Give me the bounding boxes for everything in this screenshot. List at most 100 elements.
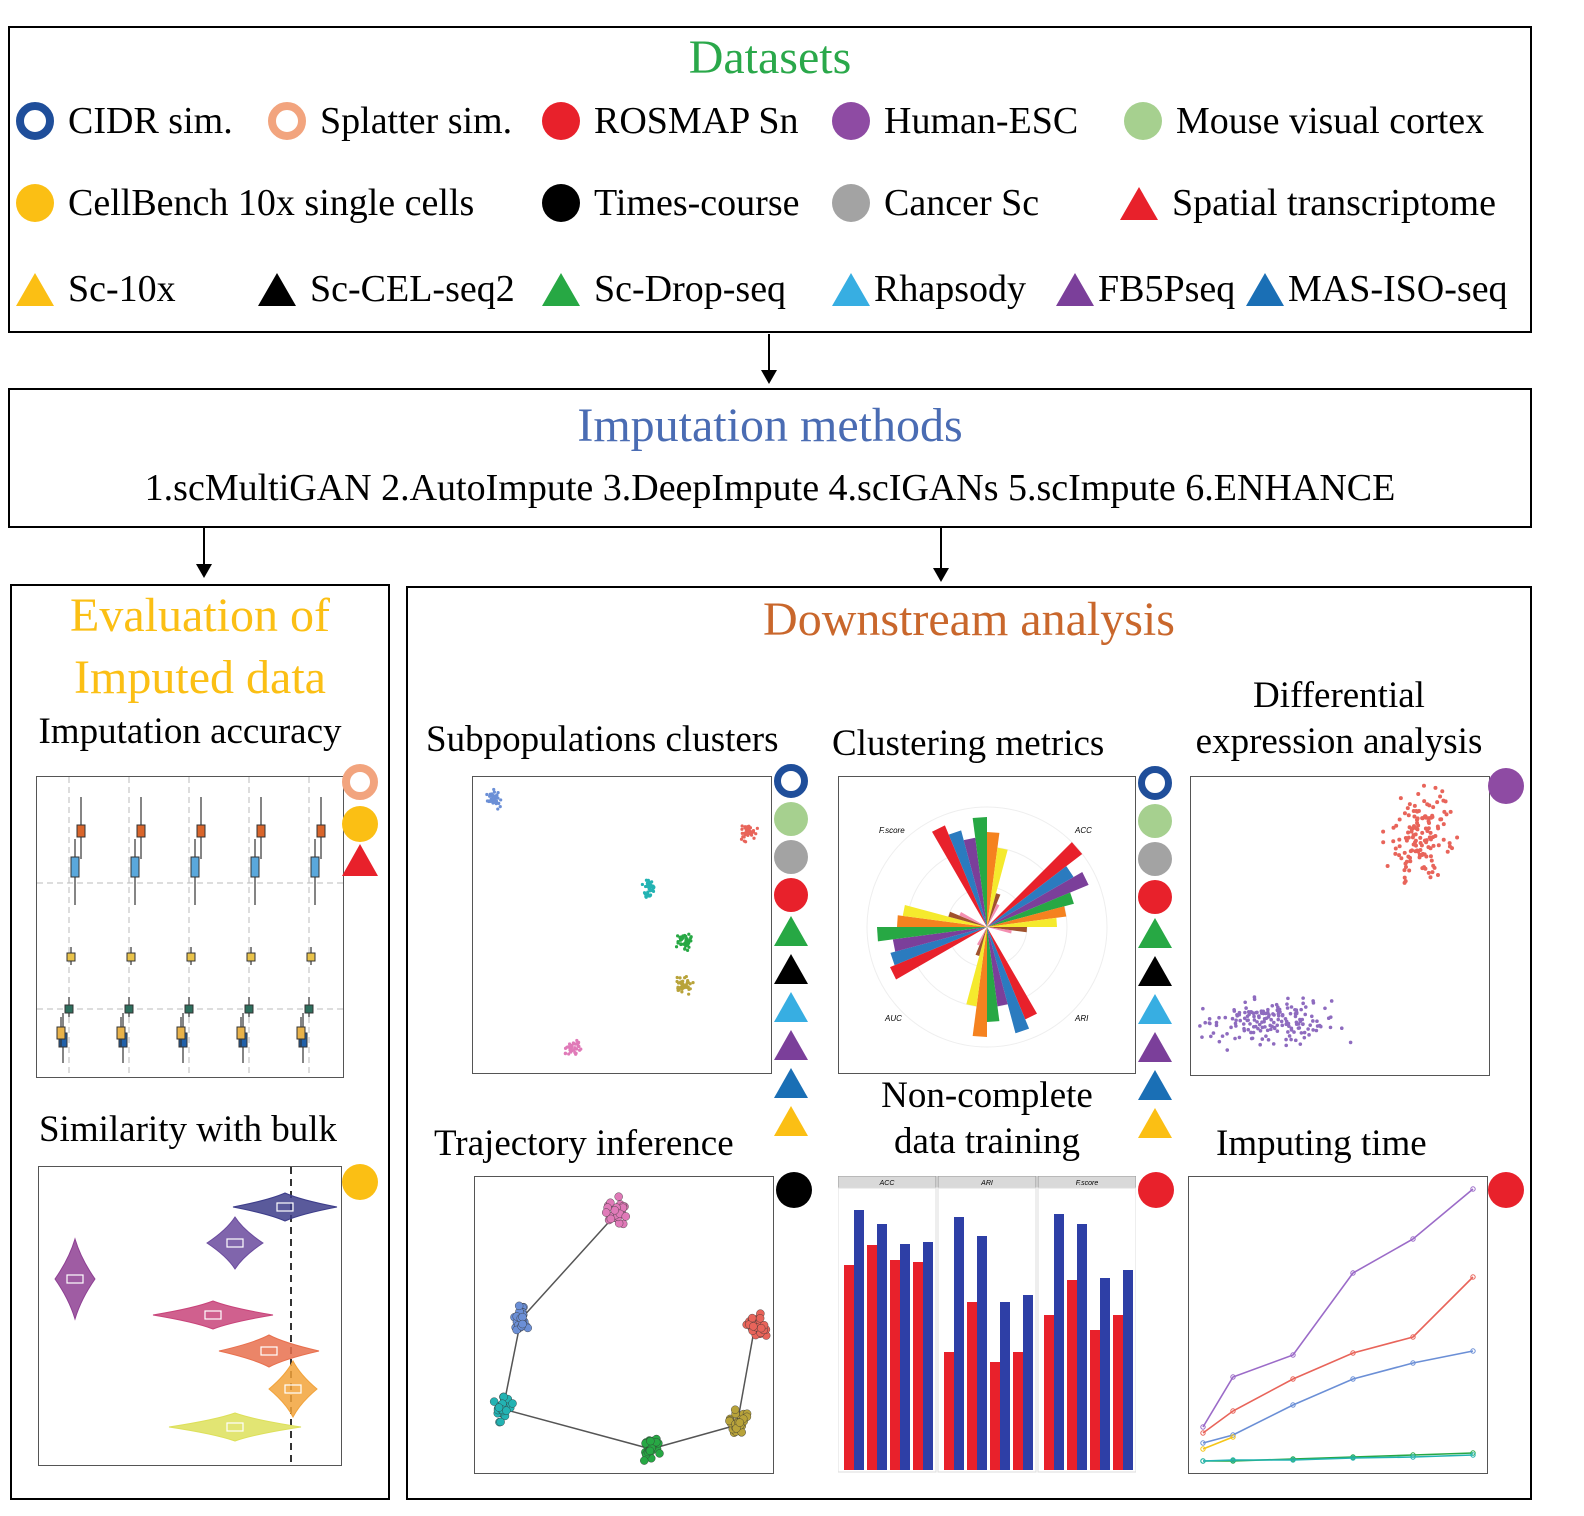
dataset-side-marker	[774, 992, 808, 1027]
de-point-up	[1406, 830, 1411, 835]
bar-blue	[1023, 1295, 1033, 1470]
de-point-down	[1260, 1037, 1265, 1041]
de-point-down	[1294, 1011, 1299, 1016]
de-point-down	[1300, 1017, 1305, 1022]
de-point-down	[1283, 1017, 1288, 1021]
cluster-point	[650, 880, 654, 884]
de-point-down	[1269, 1017, 1273, 1022]
triangle-marker-icon	[1138, 1108, 1172, 1138]
radar-bar	[987, 927, 1008, 1007]
time-series-point	[1350, 1350, 1356, 1356]
de-point-up	[1381, 840, 1386, 845]
dataset-side-marker	[774, 878, 808, 917]
cluster-point	[499, 798, 503, 802]
de-point-down	[1217, 1039, 1222, 1044]
de-point-down	[1203, 1020, 1208, 1025]
facet-title: ARI	[980, 1180, 993, 1187]
de-point-up	[1445, 849, 1450, 854]
time-series-line	[1203, 1452, 1474, 1462]
time-series-point	[1350, 1455, 1356, 1461]
dataset-legend-item: Sc-10x	[16, 264, 176, 314]
radar-bar	[987, 917, 1057, 927]
violin-box	[260, 1346, 278, 1356]
imputation-methods-title: Imputation methods	[577, 399, 963, 452]
datasets-box: Datasets CIDR sim. Splatter sim. ROSMAP Sn…	[8, 26, 1532, 333]
cluster-point	[493, 795, 497, 799]
violin-box	[226, 1238, 244, 1248]
box-body	[66, 952, 76, 962]
bar-red	[913, 1262, 923, 1470]
cluster-point	[739, 837, 744, 841]
de-point-up	[1398, 796, 1403, 801]
datasets-title: Datasets	[688, 31, 852, 84]
cluster-point	[646, 890, 650, 894]
trajectory-edge	[650, 1424, 738, 1450]
violin-box	[284, 1384, 302, 1394]
dataset-legend-item: Times-course	[542, 178, 799, 228]
de-point-up	[1427, 835, 1432, 840]
cluster-point	[640, 882, 645, 887]
trajectory-cell	[499, 1392, 508, 1402]
splatter-sim-marker	[342, 764, 378, 800]
de-point-up	[1422, 799, 1427, 804]
box-body	[246, 952, 256, 962]
radar-bar	[972, 927, 987, 1037]
de-point-down	[1339, 1026, 1344, 1030]
ring-marker-icon	[16, 102, 54, 140]
radar-bar	[987, 892, 1074, 927]
triangle-marker-icon	[16, 272, 54, 306]
cluster-point	[676, 988, 680, 992]
de-point-down	[1264, 1034, 1268, 1038]
de-point-down	[1249, 1036, 1254, 1041]
de-point-down	[1265, 1028, 1270, 1033]
time-series-line	[1202, 1350, 1474, 1444]
cluster-point	[684, 934, 688, 938]
trajectory-cell	[640, 1456, 649, 1465]
dataset-legend-item: Human-ESC	[832, 96, 1078, 146]
time-series-line	[1202, 1436, 1234, 1450]
triangle-marker-icon	[774, 916, 808, 946]
de-point-up	[1442, 809, 1447, 814]
cluster-point	[492, 787, 496, 792]
time-series-point	[1290, 1402, 1296, 1408]
cluster-point	[488, 794, 492, 798]
dataset-side-marker	[774, 954, 808, 989]
de-point-down	[1317, 1023, 1322, 1028]
circle-marker-icon	[774, 878, 808, 912]
trajectory-cell	[518, 1319, 527, 1329]
similarity-violin-plot	[38, 1166, 342, 1466]
cluster-point	[680, 987, 684, 991]
de-point-up	[1381, 829, 1386, 834]
triangle-marker-icon	[1138, 1032, 1172, 1062]
de-point-down	[1299, 1007, 1303, 1012]
de-point-up	[1397, 844, 1402, 849]
de-point-down	[1255, 1020, 1259, 1024]
de-point-up	[1412, 814, 1417, 819]
cluster-point	[749, 833, 754, 837]
cluster-point	[485, 792, 489, 797]
box-body	[70, 856, 80, 878]
de-point-down	[1244, 1006, 1248, 1010]
de-point-up	[1426, 845, 1431, 850]
trajectory-cell	[606, 1214, 616, 1224]
cluster-point	[687, 992, 691, 996]
cluster-point	[752, 836, 756, 840]
de-point-up	[1407, 868, 1412, 873]
cluster-point	[685, 948, 690, 952]
de-point-up	[1450, 846, 1455, 851]
dataset-legend-label: Times-course	[594, 182, 800, 224]
triangle-marker-icon	[832, 272, 870, 306]
cluster-point	[684, 974, 688, 979]
de-point-up	[1414, 817, 1419, 822]
radar-bar	[987, 872, 1089, 927]
cluster-point	[691, 981, 695, 985]
time-series-point	[1350, 1270, 1356, 1276]
radar-axis-label: ARI	[1074, 1014, 1089, 1023]
dataset-side-marker	[1138, 994, 1172, 1029]
rosmap-marker-time	[1488, 1172, 1524, 1208]
cluster-point	[644, 893, 648, 897]
trajectory-edge	[520, 1212, 618, 1320]
de-point-down	[1257, 1014, 1261, 1018]
de-point-up	[1415, 821, 1420, 826]
de-point-up	[1433, 785, 1438, 790]
